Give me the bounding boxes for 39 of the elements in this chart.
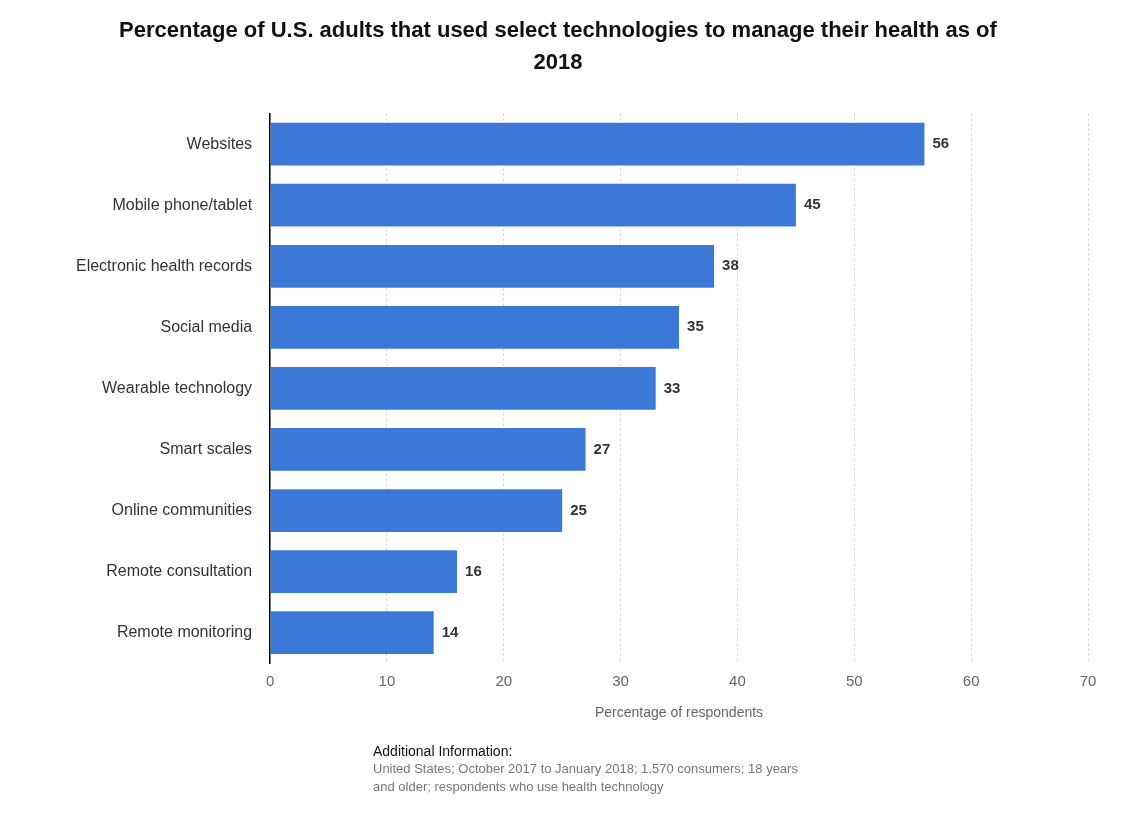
x-axis-title: Percentage of respondents bbox=[594, 704, 764, 721]
x-tick-label: 0 bbox=[265, 672, 275, 690]
x-tick-label: 10 bbox=[378, 672, 396, 690]
x-tick-label: 20 bbox=[495, 672, 513, 690]
y-tick-label: Social media bbox=[160, 317, 253, 335]
bar bbox=[270, 489, 563, 532]
bar bbox=[270, 367, 656, 410]
data-label: 27 bbox=[593, 439, 611, 457]
bar bbox=[270, 183, 796, 227]
chart-title: Percentage of U.S. adults that used select technologies to manage their health as of 2018 bbox=[118, 16, 998, 76]
bar bbox=[270, 550, 458, 593]
y-tick-label: Remote monitoring bbox=[116, 623, 253, 641]
x-tick-label: 40 bbox=[729, 672, 746, 690]
text: Additional Information: bbox=[373, 742, 514, 760]
data-label: 25 bbox=[570, 500, 587, 518]
text: United States; October 2017 to January 2018; 1,570 consumers; 18 years and older; respondents who use health technology bbox=[373, 760, 799, 796]
bar bbox=[270, 428, 586, 471]
bar bbox=[270, 305, 680, 349]
y-tick-label: Websites bbox=[186, 134, 253, 152]
y-tick-label: Wearable technology bbox=[102, 378, 253, 396]
data-label: 14 bbox=[441, 622, 460, 640]
data-label: 35 bbox=[687, 317, 704, 335]
data-label: 33 bbox=[663, 378, 681, 396]
y-tick-label: Electronic health records bbox=[75, 256, 253, 274]
data-label: 56 bbox=[932, 134, 950, 152]
data-label: 45 bbox=[803, 195, 821, 213]
bar bbox=[270, 122, 925, 166]
x-tick-label: 30 bbox=[612, 672, 629, 690]
x-tick-label: 70 bbox=[1079, 672, 1097, 690]
y-tick-label: Mobile phone/tablet bbox=[112, 195, 253, 213]
x-tick-label: 60 bbox=[962, 672, 980, 690]
bar bbox=[270, 244, 715, 288]
data-label: 38 bbox=[722, 256, 739, 274]
bar bbox=[270, 611, 434, 655]
x-tick-label: 50 bbox=[845, 672, 863, 690]
y-tick-label: Smart scales bbox=[159, 439, 253, 457]
y-tick-label: Remote consultation bbox=[106, 562, 253, 580]
data-label: 16 bbox=[465, 561, 482, 579]
y-tick-label: Online communities bbox=[111, 500, 253, 518]
